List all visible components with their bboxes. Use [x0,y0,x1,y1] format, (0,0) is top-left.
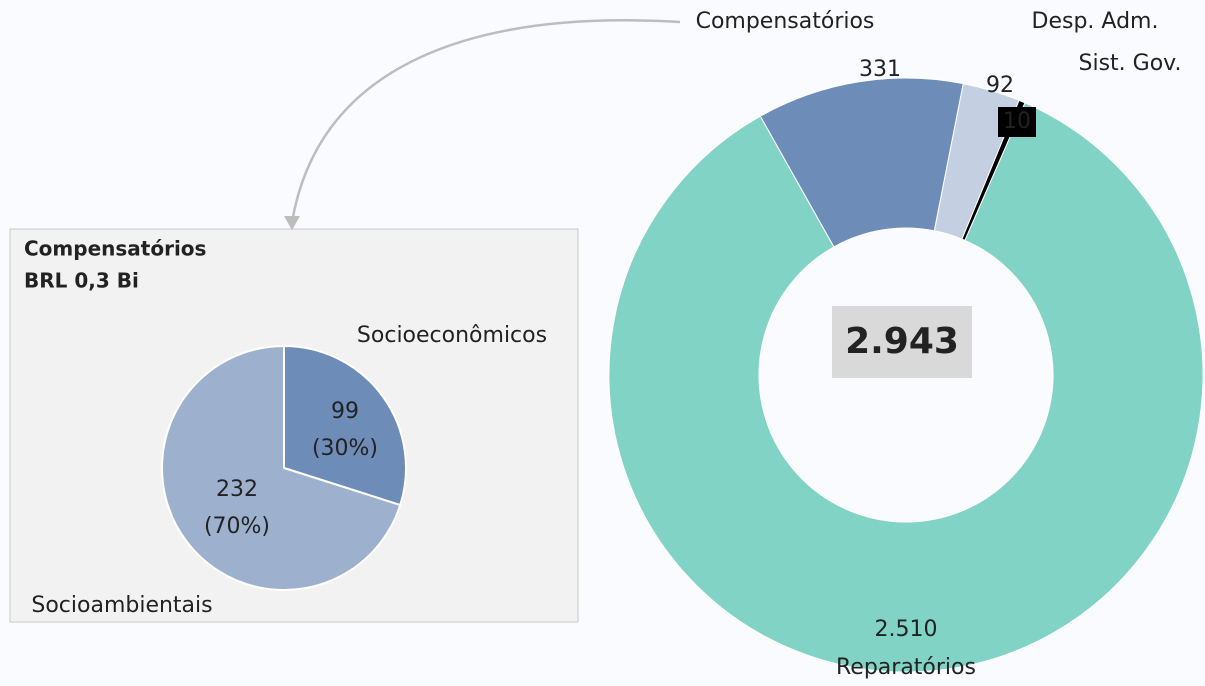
category-label: Socioeconômicos [357,323,547,348]
percent-label: (70%) [204,514,270,539]
donut-segment [608,102,1204,673]
category-label: Reparatórios [836,655,976,680]
inset-title: Compensatórios [24,237,206,261]
value-label: 2.510 [875,617,938,642]
value-label: 92 [986,73,1014,98]
category-label: Compensatórios [696,9,875,34]
pie-slice [283,344,407,507]
value-label: 99 [331,399,359,424]
percent-label: (30%) [312,436,378,461]
label-box [998,107,1036,137]
category-label: Socioambientais [31,593,212,618]
inset-subtitle: BRL 0,3 Bi [24,269,139,293]
value-label: 10 [1003,109,1031,134]
pie-slice [161,344,402,591]
category-label: Desp. Adm. [1032,9,1159,34]
connector-arrow [290,19,681,223]
center-label: 2.943 [845,321,959,362]
arrow-head [284,216,300,230]
center-box [832,306,972,378]
value-label: 232 [216,477,258,502]
value-label: 331 [859,57,901,82]
category-label: Sist. Gov. [1079,51,1182,76]
